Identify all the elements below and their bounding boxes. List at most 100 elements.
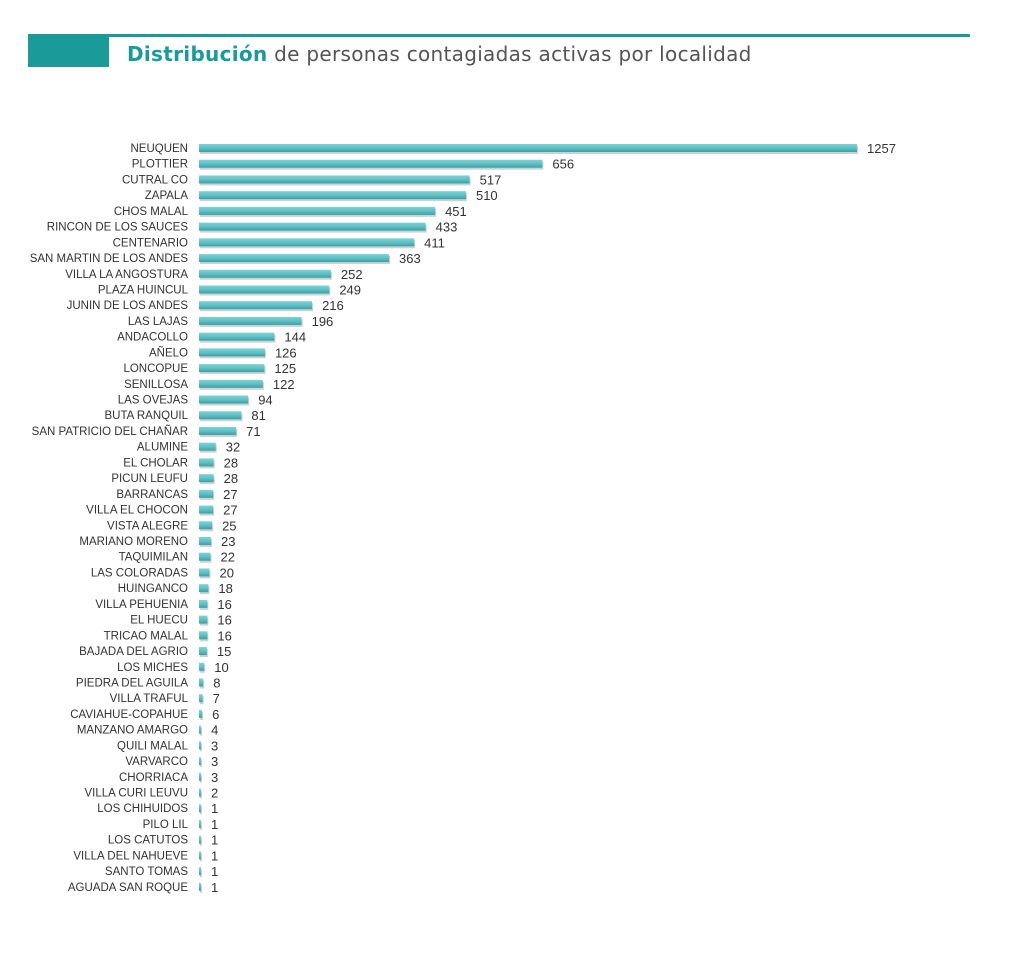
bar	[199, 694, 203, 703]
bar	[199, 819, 201, 828]
bar	[199, 851, 201, 860]
bar	[199, 411, 242, 420]
value-label: 3	[211, 770, 218, 785]
value-label: 7	[213, 691, 220, 706]
value-label: 3	[211, 738, 218, 753]
bar	[199, 662, 205, 671]
bar	[199, 206, 436, 215]
value-label: 23	[221, 534, 235, 549]
category-label: LOS MICHES	[117, 662, 188, 674]
value-label: 22	[221, 550, 235, 565]
value-label: 411	[424, 235, 445, 250]
bar	[199, 301, 313, 310]
value-label: 25	[222, 518, 236, 533]
category-label: BARRANCAS	[116, 489, 188, 501]
chart-title-accent: Distribución	[127, 42, 268, 66]
value-label: 10	[214, 660, 228, 675]
value-label: 16	[217, 628, 231, 643]
category-label: ALUMINE	[137, 442, 188, 454]
bar	[199, 521, 213, 530]
value-label: 216	[322, 298, 344, 313]
bar	[199, 222, 426, 231]
category-label: LAS OVEJAS	[118, 395, 189, 407]
category-label: VILLA EL CHOCON	[86, 505, 188, 517]
bar	[199, 678, 204, 687]
bar	[199, 709, 203, 718]
value-label: 1	[211, 833, 218, 848]
category-label: CUTRAL CO	[122, 174, 188, 186]
category-label: CAVIAHUE-COPAHUE	[70, 709, 188, 721]
category-label: LONCOPUE	[123, 363, 188, 375]
value-label: 3	[211, 754, 218, 769]
value-label: 126	[275, 345, 297, 360]
bar	[199, 364, 265, 373]
category-label: MARIANO MORENO	[79, 536, 188, 548]
category-label: AGUADA SAN ROQUE	[68, 882, 188, 894]
header-rule	[28, 34, 970, 37]
category-label: TRICAO MALAL	[104, 630, 189, 642]
category-label: TAQUIMILAN	[119, 552, 188, 564]
category-label: VILLA TRAFUL	[110, 693, 189, 705]
value-label: 363	[399, 251, 421, 266]
category-label: BAJADA DEL AGRIO	[79, 646, 188, 658]
category-label: JUNIN DE LOS ANDES	[67, 300, 189, 312]
category-label: VILLA PEHUENIA	[95, 599, 188, 611]
value-label: 81	[251, 408, 265, 423]
category-label: VILLA CURI LEUVU	[84, 788, 188, 800]
value-label: 28	[224, 471, 238, 486]
category-label: LOS CHIHUIDOS	[97, 803, 188, 815]
category-label: VISTA ALEGRE	[107, 520, 188, 532]
category-label: VILLA DEL NAHUEVE	[73, 850, 188, 862]
chart-title: Distribución de personas contagiadas act…	[127, 42, 752, 66]
bar	[199, 442, 216, 451]
category-label: SAN MARTIN DE LOS ANDES	[30, 253, 189, 265]
category-label: PILO LIL	[143, 819, 189, 831]
value-label: 1	[211, 848, 218, 863]
bar	[199, 741, 201, 750]
bar	[199, 426, 237, 435]
bar	[199, 615, 208, 624]
category-label: SAN PATRICIO DEL CHAÑAR	[32, 425, 188, 438]
bar	[199, 254, 390, 263]
bar	[199, 757, 201, 766]
bar	[199, 395, 249, 404]
bar	[199, 285, 330, 294]
bar	[199, 474, 214, 483]
value-label: 2	[211, 786, 218, 801]
category-label: VILLA LA ANGOSTURA	[65, 269, 188, 281]
category-label: PICUN LEUFU	[111, 473, 188, 485]
bar	[199, 552, 211, 561]
bar	[199, 332, 275, 341]
bar	[199, 584, 209, 593]
bar	[199, 725, 202, 734]
value-label: 196	[312, 314, 334, 329]
value-label: 4	[211, 723, 218, 738]
bar	[199, 238, 415, 247]
value-label: 94	[258, 393, 272, 408]
category-label: AÑELO	[149, 346, 188, 359]
category-label: SENILLOSA	[124, 379, 188, 391]
bar	[199, 505, 214, 514]
category-label: LAS LAJAS	[128, 316, 188, 328]
header-accent-block	[28, 34, 109, 67]
value-label: 15	[217, 644, 231, 659]
bar	[199, 835, 201, 844]
category-label: RINCON DE LOS SAUCES	[47, 222, 189, 234]
bar	[199, 867, 201, 876]
bar	[199, 159, 543, 168]
bar	[199, 379, 263, 388]
value-label: 1257	[867, 141, 896, 156]
bar	[199, 882, 201, 891]
bar	[199, 348, 265, 357]
bar	[199, 489, 214, 498]
value-label: 1	[211, 801, 218, 816]
category-label: ANDACOLLO	[117, 332, 188, 344]
category-label: EL HUECU	[130, 615, 188, 627]
bar	[199, 788, 201, 797]
category-label: MANZANO AMARGO	[77, 725, 188, 737]
bar	[199, 647, 207, 656]
bar	[199, 599, 208, 608]
category-label: NEUQUEN	[130, 143, 188, 155]
category-label: PLAZA HUINCUL	[98, 284, 189, 296]
